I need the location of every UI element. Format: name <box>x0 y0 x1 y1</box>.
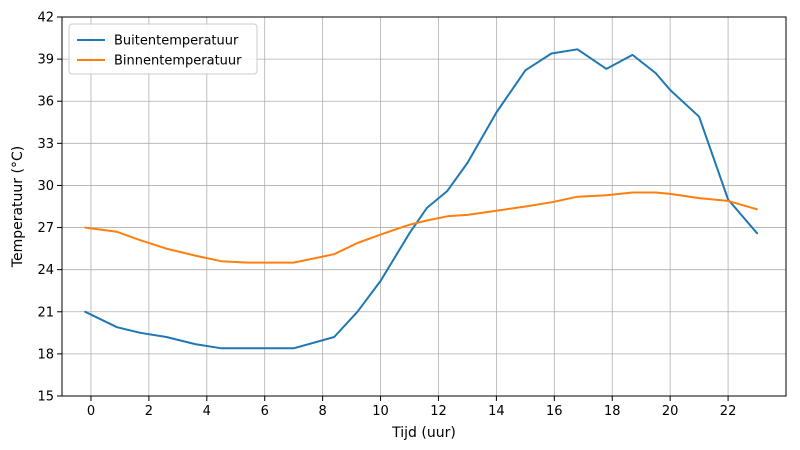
series-line-buitentemperatuur <box>84 48 758 350</box>
x-tick-label: 4 <box>203 404 211 419</box>
y-tick-label: 15 <box>37 390 54 405</box>
legend-box <box>68 23 258 75</box>
x-tick-label: 12 <box>430 404 447 419</box>
x-tick-label: 22 <box>720 404 737 419</box>
series-line-binnentemperatuur <box>84 191 758 264</box>
x-axis-label: Tijd (uur) <box>391 425 456 441</box>
x-tick-label: 14 <box>488 404 505 419</box>
y-tick-label: 39 <box>37 53 54 68</box>
series-lines <box>84 48 758 350</box>
plot-frame <box>61 16 787 397</box>
y-tick-label: 24 <box>37 263 54 278</box>
x-tick-label: 8 <box>318 404 326 419</box>
legend: Buitentemperatuur Binnentemperatuur <box>68 23 258 75</box>
x-tick-label: 16 <box>546 404 563 419</box>
y-tick-label: 42 <box>37 11 54 26</box>
y-tick-label: 21 <box>37 305 54 320</box>
x-tick-label: 6 <box>261 404 269 419</box>
x-tick-label: 10 <box>372 404 389 419</box>
y-tick-label: 27 <box>37 221 54 236</box>
legend-entry: Buitentemperatuur <box>114 34 239 49</box>
y-axis-ticks: 15 18 21 24 27 30 33 36 39 42 <box>37 11 62 405</box>
y-axis-label: Temperatuur (°C) <box>10 146 26 268</box>
y-tick-label: 36 <box>37 95 54 110</box>
legend-entry: Binnentemperatuur <box>114 54 242 69</box>
y-tick-label: 30 <box>37 179 54 194</box>
x-tick-label: 2 <box>145 404 153 419</box>
y-tick-label: 33 <box>37 137 54 152</box>
x-tick-label: 20 <box>662 404 679 419</box>
x-tick-label: 18 <box>604 404 621 419</box>
y-tick-label: 18 <box>37 347 54 362</box>
x-axis-ticks: 0 2 4 6 8 10 12 14 16 18 20 22 <box>87 396 737 419</box>
x-tick-label: 0 <box>87 404 95 419</box>
